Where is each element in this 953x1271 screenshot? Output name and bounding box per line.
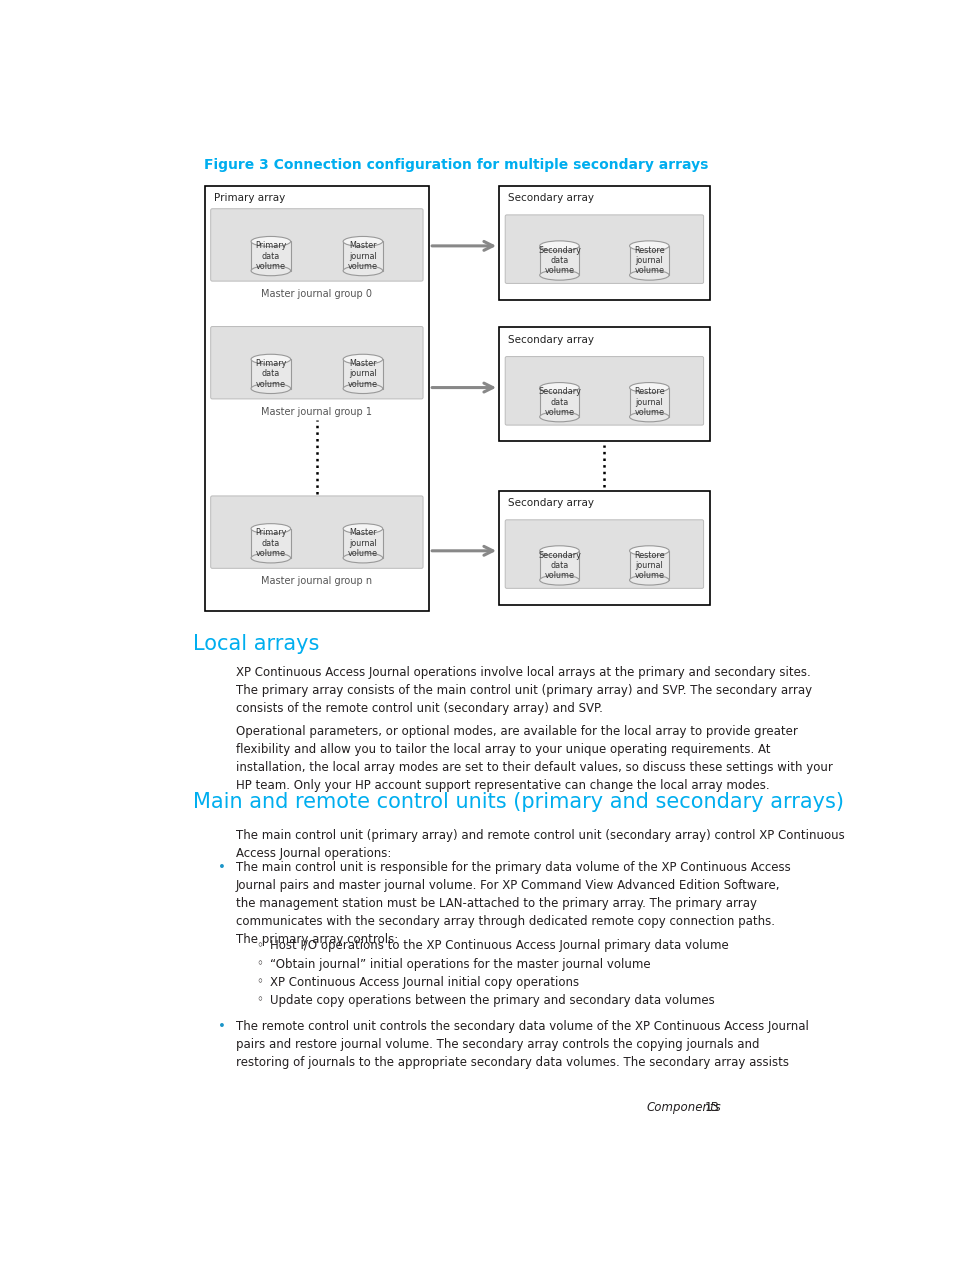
Text: •: • — [217, 860, 225, 874]
Text: Primary
data
volume: Primary data volume — [254, 358, 286, 389]
Bar — [539, 550, 578, 580]
Bar — [343, 529, 382, 558]
Bar — [539, 388, 578, 417]
Ellipse shape — [539, 383, 578, 393]
Ellipse shape — [343, 236, 382, 247]
Ellipse shape — [343, 266, 382, 276]
Bar — [629, 550, 668, 580]
Ellipse shape — [629, 545, 668, 555]
Bar — [204, 186, 429, 610]
Text: Secondary
data
volume: Secondary data volume — [537, 388, 580, 417]
Text: Components: Components — [645, 1101, 720, 1115]
Text: XP Continuous Access Journal initial copy operations: XP Continuous Access Journal initial cop… — [270, 976, 578, 989]
Ellipse shape — [629, 574, 668, 585]
Text: Master
journal
volume: Master journal volume — [348, 529, 377, 558]
Text: “Obtain journal” initial operations for the master journal volume: “Obtain journal” initial operations for … — [270, 957, 650, 971]
Text: Figure 3 Connection configuration for multiple secondary arrays: Figure 3 Connection configuration for mu… — [204, 158, 708, 172]
Text: Secondary array: Secondary array — [508, 193, 594, 203]
Text: Local arrays: Local arrays — [193, 634, 319, 653]
Text: Master
journal
volume: Master journal volume — [348, 241, 377, 271]
FancyBboxPatch shape — [505, 215, 703, 283]
Ellipse shape — [629, 241, 668, 250]
Bar — [498, 186, 709, 300]
Ellipse shape — [251, 236, 291, 247]
Ellipse shape — [343, 524, 382, 534]
Text: Secondary array: Secondary array — [508, 498, 594, 508]
Ellipse shape — [539, 574, 578, 585]
FancyBboxPatch shape — [505, 520, 703, 588]
Ellipse shape — [251, 524, 291, 534]
Ellipse shape — [251, 553, 291, 563]
Ellipse shape — [539, 241, 578, 250]
Text: Restore
journal
volume: Restore journal volume — [634, 550, 664, 581]
Bar — [539, 245, 578, 275]
Text: Secondary
data
volume: Secondary data volume — [537, 550, 580, 581]
Text: Restore
journal
volume: Restore journal volume — [634, 245, 664, 276]
Ellipse shape — [343, 355, 382, 365]
Text: Main and remote control units (primary and secondary arrays): Main and remote control units (primary a… — [193, 792, 843, 812]
Ellipse shape — [629, 271, 668, 280]
Text: ◦: ◦ — [256, 939, 263, 952]
Bar — [498, 328, 709, 441]
Ellipse shape — [251, 266, 291, 276]
FancyBboxPatch shape — [211, 327, 422, 399]
Text: Update copy operations between the primary and secondary data volumes: Update copy operations between the prima… — [270, 994, 715, 1007]
Ellipse shape — [343, 553, 382, 563]
Text: Restore
journal
volume: Restore journal volume — [634, 388, 664, 417]
Text: Primary
data
volume: Primary data volume — [254, 241, 286, 271]
FancyBboxPatch shape — [505, 357, 703, 425]
Text: Master
journal
volume: Master journal volume — [348, 358, 377, 389]
Text: Host I/O operations to the XP Continuous Access Journal primary data volume: Host I/O operations to the XP Continuous… — [270, 939, 728, 952]
Text: Master journal group n: Master journal group n — [261, 576, 372, 586]
Text: ◦: ◦ — [256, 957, 263, 971]
Text: XP Continuous Access Journal operations involve local arrays at the primary and : XP Continuous Access Journal operations … — [235, 666, 811, 716]
FancyBboxPatch shape — [211, 496, 422, 568]
Text: Master journal group 1: Master journal group 1 — [261, 407, 372, 417]
Text: ◦: ◦ — [256, 976, 263, 989]
Bar — [343, 241, 382, 271]
Text: The main control unit is responsible for the primary data volume of the XP Conti: The main control unit is responsible for… — [235, 860, 789, 946]
Text: Primary
data
volume: Primary data volume — [254, 529, 286, 558]
Bar — [629, 388, 668, 417]
Text: The remote control unit controls the secondary data volume of the XP Continuous : The remote control unit controls the sec… — [235, 1019, 807, 1069]
Text: Master journal group 0: Master journal group 0 — [261, 289, 372, 299]
Ellipse shape — [251, 355, 291, 365]
Ellipse shape — [629, 383, 668, 393]
Bar — [251, 360, 291, 389]
Ellipse shape — [629, 412, 668, 422]
FancyBboxPatch shape — [211, 208, 422, 281]
Text: Secondary
data
volume: Secondary data volume — [537, 245, 580, 276]
Ellipse shape — [539, 545, 578, 555]
Text: 13: 13 — [703, 1101, 719, 1115]
Ellipse shape — [539, 271, 578, 280]
Text: ◦: ◦ — [256, 994, 263, 1007]
Text: The main control unit (primary array) and remote control unit (secondary array) : The main control unit (primary array) an… — [235, 829, 843, 859]
Bar — [251, 241, 291, 271]
Ellipse shape — [539, 412, 578, 422]
Text: Operational parameters, or optional modes, are available for the local array to : Operational parameters, or optional mode… — [235, 724, 832, 792]
Bar — [629, 245, 668, 275]
Text: Primary array: Primary array — [213, 193, 285, 203]
Ellipse shape — [251, 384, 291, 394]
Bar — [343, 360, 382, 389]
Text: Secondary array: Secondary array — [508, 336, 594, 344]
Bar — [498, 491, 709, 605]
Bar — [251, 529, 291, 558]
Ellipse shape — [343, 384, 382, 394]
Text: •: • — [217, 1019, 225, 1032]
